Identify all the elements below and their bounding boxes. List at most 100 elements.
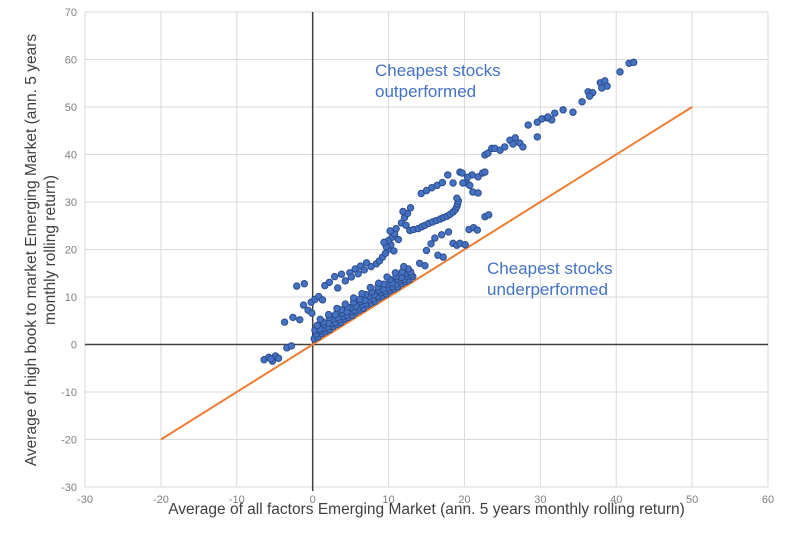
data-point [392, 224, 400, 233]
data-point [321, 281, 329, 290]
data-point [500, 143, 509, 151]
data-point [313, 321, 321, 330]
data-point [287, 342, 296, 350]
data-point [280, 318, 289, 326]
data-point [551, 109, 559, 117]
data-point [524, 121, 532, 129]
data-point [293, 282, 301, 290]
data-point [380, 238, 388, 247]
data-point [463, 173, 472, 182]
data-point [437, 231, 446, 239]
data-point [616, 68, 624, 76]
data-point [453, 194, 461, 202]
x-axis-title: Average of all factors Emerging Market (… [168, 501, 685, 518]
data-point [444, 171, 452, 179]
data-point [569, 108, 577, 116]
data-point [422, 246, 431, 255]
data-point [316, 315, 324, 324]
data-point [360, 266, 368, 274]
diagonal-reference-line [160, 106, 693, 441]
data-point [406, 204, 415, 212]
data-point [511, 134, 519, 142]
data-point [449, 179, 457, 187]
data-point [473, 226, 482, 234]
x-tick-label: 40 [610, 494, 622, 506]
x-tick-label: 10 [382, 494, 394, 506]
data-point [461, 241, 469, 249]
data-point [400, 262, 408, 271]
data-point [337, 270, 346, 278]
x-tick-label: -20 [153, 494, 169, 506]
data-point [427, 240, 435, 248]
data-point [318, 296, 327, 304]
data-point [402, 221, 410, 229]
data-point [444, 228, 453, 236]
y-tick-label: 60 [65, 55, 77, 67]
data-point [533, 133, 541, 141]
y-axis-title: Average of high book to market Emerging … [22, 10, 60, 490]
data-point [431, 234, 439, 242]
data-point [399, 207, 407, 216]
y-tick-label: 70 [65, 7, 77, 19]
data-point [341, 277, 349, 285]
data-point [299, 301, 308, 309]
data-point [358, 289, 366, 298]
data-point [366, 283, 375, 292]
data-point [391, 269, 400, 277]
data-point [559, 106, 567, 114]
data-point [267, 355, 275, 363]
data-point [296, 316, 304, 324]
data-point [481, 168, 489, 176]
x-tick-label: 20 [458, 494, 470, 506]
data-point [333, 304, 341, 313]
data-point [519, 143, 527, 151]
x-tick-label: -10 [229, 494, 245, 506]
annotation-cheapest-underperformed: Cheapest stocks underperformed [487, 258, 613, 300]
annotation-line: Cheapest stocks [375, 61, 501, 80]
data-point [484, 149, 492, 157]
y-tick-label: -30 [61, 482, 77, 494]
annotation-line: underperformed [487, 280, 608, 299]
data-point [394, 235, 403, 244]
y-tick-label: 50 [65, 102, 77, 114]
data-point [334, 284, 342, 292]
data-point [274, 354, 283, 362]
y-tick-label: 20 [65, 245, 77, 257]
x-tick-label: -30 [77, 494, 93, 506]
data-point [509, 140, 517, 148]
y-tick-label: 10 [65, 292, 77, 304]
data-point [598, 84, 606, 92]
data-point [629, 58, 638, 67]
y-tick-label: -10 [61, 387, 77, 399]
x-tick-label: 50 [686, 494, 698, 506]
data-point [439, 253, 447, 261]
data-point [289, 313, 297, 322]
data-point [474, 189, 482, 197]
data-point [331, 310, 340, 319]
data-point [386, 227, 394, 235]
data-point [308, 309, 316, 317]
data-point [485, 211, 493, 219]
annotation-cheapest-outperformed: Cheapest stocks outperformed [375, 60, 501, 102]
data-point [578, 98, 586, 106]
data-point [458, 169, 466, 177]
data-point [421, 261, 429, 270]
data-point [374, 279, 383, 287]
y-tick-label: 40 [65, 150, 77, 162]
data-point [300, 280, 309, 288]
y-axis-title-line1: Average of high book to market Emerging … [23, 128, 40, 467]
y-tick-label: 30 [65, 197, 77, 209]
annotation-line: outperformed [375, 82, 477, 101]
data-point [466, 181, 474, 190]
data-point [330, 272, 339, 281]
data-point [459, 179, 467, 187]
x-tick-label: 60 [762, 494, 774, 506]
y-tick-label: -20 [61, 435, 77, 447]
annotation-line: Cheapest stocks [487, 259, 613, 278]
data-point [438, 178, 447, 187]
data-point [324, 310, 333, 319]
data-point [354, 270, 362, 278]
data-point [341, 300, 349, 308]
x-tick-label: 30 [534, 494, 546, 506]
